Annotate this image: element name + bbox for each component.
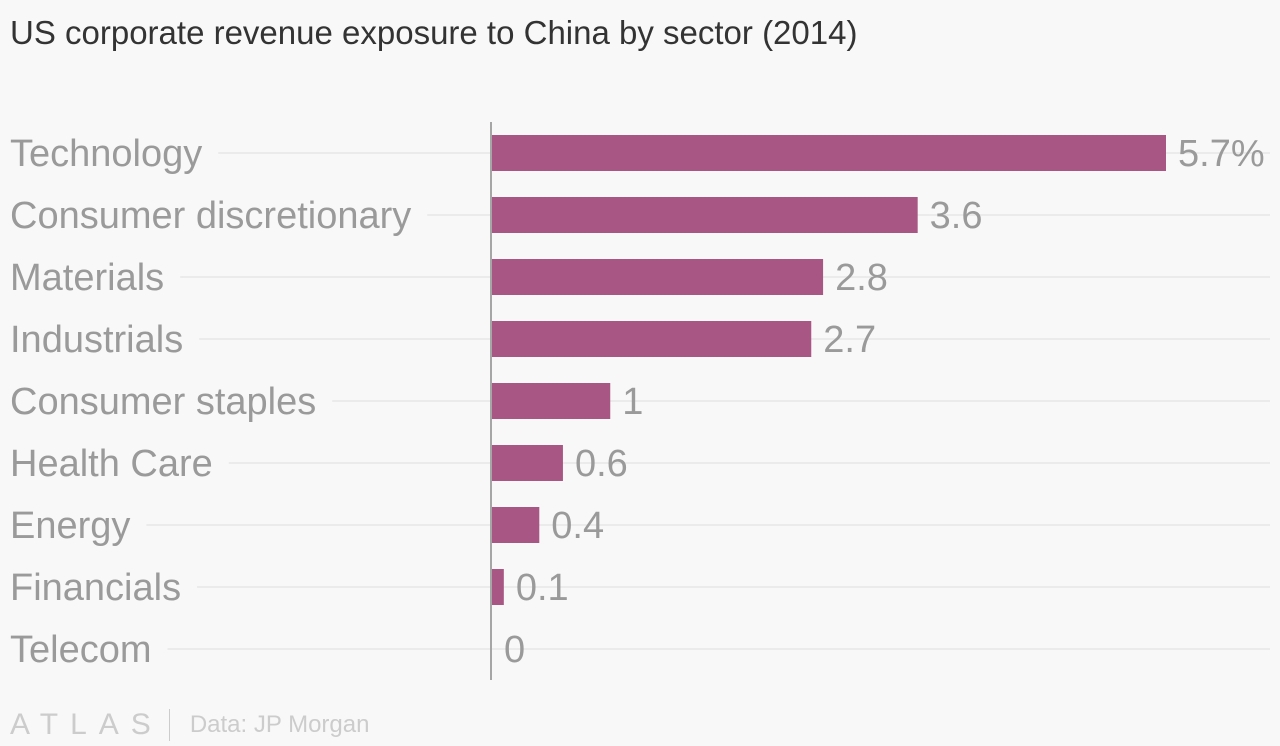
- bar: [492, 259, 824, 295]
- footer-divider: [168, 709, 170, 741]
- category-label: Telecom: [10, 629, 152, 671]
- category-label: Consumer staples: [10, 381, 316, 423]
- data-label: 1: [622, 381, 643, 423]
- bar: [492, 197, 918, 233]
- data-label: 3.6: [930, 195, 983, 237]
- bar: [492, 569, 504, 605]
- chart-title: US corporate revenue exposure to China b…: [10, 14, 858, 51]
- data-label: 2.8: [835, 257, 888, 299]
- atlas-logo: ATLAS: [10, 708, 163, 741]
- source-note: Data: JP Morgan: [189, 711, 370, 738]
- bar: [492, 321, 812, 357]
- data-label: 5.7%: [1178, 133, 1265, 175]
- data-label: 0: [504, 629, 525, 671]
- category-label: Energy: [10, 505, 130, 547]
- category-label: Financials: [10, 567, 181, 609]
- bar: [492, 507, 540, 543]
- footer: ATLAS Data: JP Morgan: [10, 708, 369, 742]
- bar: [492, 135, 1166, 171]
- data-label: 0.6: [575, 443, 628, 485]
- category-label: Materials: [10, 257, 164, 299]
- bar: [492, 383, 611, 419]
- data-label: 0.4: [551, 505, 604, 547]
- category-label: Industrials: [10, 319, 183, 361]
- bar: [492, 445, 563, 481]
- category-label: Technology: [10, 133, 202, 175]
- data-label: 2.7: [823, 319, 876, 361]
- data-label: 0.1: [516, 567, 569, 609]
- category-label: Health Care: [10, 443, 213, 485]
- category-label: Consumer discretionary: [10, 195, 411, 237]
